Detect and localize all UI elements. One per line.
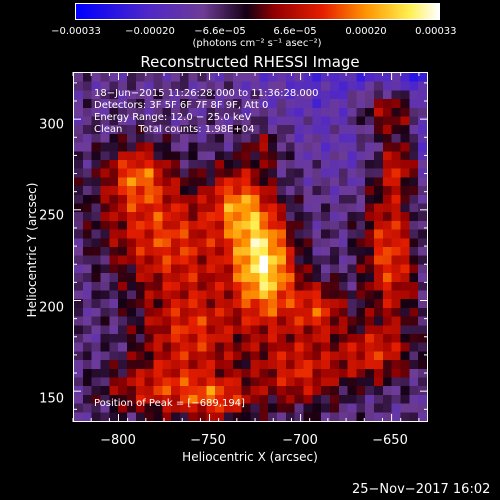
annotation-peak-position: Position of Peak = [−689,194] — [94, 398, 245, 409]
colorbar-tick-label: −0.00020 — [125, 26, 175, 37]
annotation-algorithm-counts: Clean Total counts: 1.98E+04 — [94, 124, 255, 135]
colorbar-tick-label: 6.6e−05 — [273, 26, 317, 37]
y-tick-label: 200 — [39, 300, 64, 316]
y-tick-label: 150 — [39, 391, 64, 407]
annotation-detectors: Detectors: 3F 5F 6F 7F 8F 9F, Att 0 — [94, 100, 269, 111]
footer-timestamp: 25−Nov−2017 16:02 — [352, 482, 491, 497]
annotation-energy-range: Energy Range: 12.0 − 25.0 keV — [94, 112, 252, 123]
x-tick-label: −700 — [282, 433, 318, 448]
y-axis-label: Heliocentric Y (arcsec) — [25, 182, 39, 318]
colorbar-tick-label: 0.00033 — [415, 26, 457, 37]
colorbar-tick-label: 0.00020 — [345, 26, 387, 37]
colorbar-units-label: (photons cm⁻² s⁻¹ asec⁻²) — [192, 38, 322, 49]
colorbar-tick-label: −6.6e−05 — [194, 26, 246, 37]
annotation-time-range: 18−Jun−2015 11:26:28.000 to 11:36:28.000 — [94, 88, 319, 99]
y-tick-label: 300 — [39, 117, 64, 133]
plot-area — [73, 72, 428, 422]
colorbar-tick-label: −0.00033 — [51, 26, 101, 37]
colorbar-gradient — [76, 4, 439, 19]
colorbar — [75, 3, 440, 20]
x-axis-label: Heliocentric X (arcsec) — [182, 450, 318, 464]
x-tick-label: −750 — [190, 433, 226, 448]
heatmap-image — [74, 73, 427, 421]
y-tick-label: 250 — [39, 208, 64, 224]
chart-title: Reconstructed RHESSI Image — [140, 53, 360, 71]
x-tick-label: −650 — [372, 433, 408, 448]
x-tick-label: −800 — [100, 433, 136, 448]
